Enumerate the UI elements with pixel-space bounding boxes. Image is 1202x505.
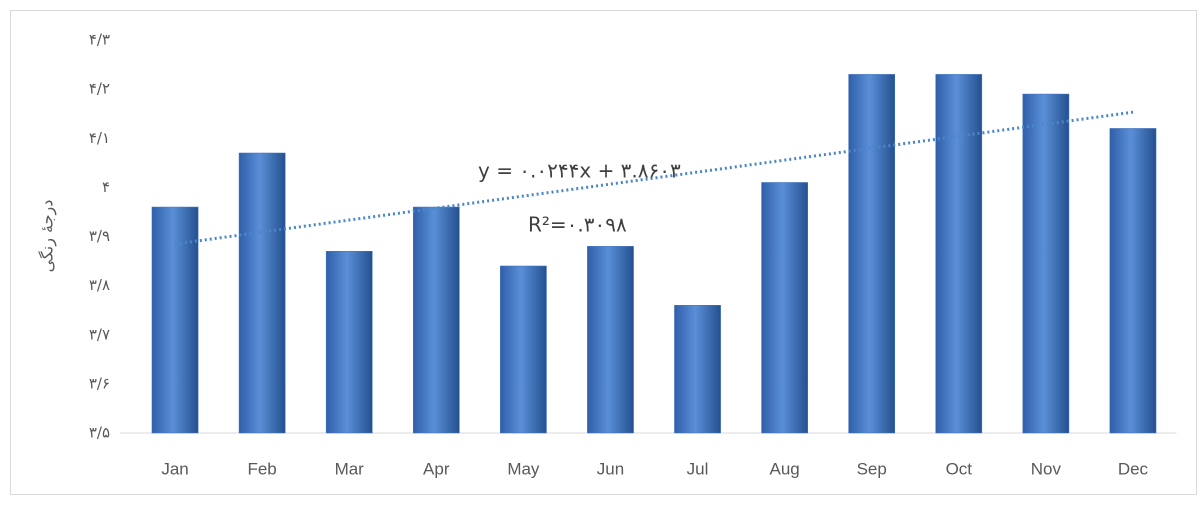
bar (151, 206, 199, 434)
bar (238, 152, 286, 434)
y-tick-label: ۳/۶ (89, 374, 110, 392)
y-tick-label: ۳/۸ (89, 276, 110, 294)
x-tick-label: Nov (1031, 459, 1062, 478)
y-tick-label: ۴/۱ (89, 129, 110, 147)
x-tick-label: Jun (597, 459, 624, 478)
y-tick-label: ۳/۷ (89, 325, 110, 343)
y-tick-label: ۴/۲ (89, 80, 110, 98)
x-tick-label: Apr (423, 459, 450, 478)
x-tick-label: Aug (770, 459, 800, 478)
bar (325, 250, 373, 434)
x-tick-label: Sep (857, 459, 887, 478)
bar (848, 74, 896, 434)
x-tick-label: Oct (946, 459, 973, 478)
trendline-equation: y = ۰.۰۲۴۴x + ۳.۸۶۰۳ (478, 159, 681, 183)
x-tick-label: May (507, 459, 540, 478)
y-tick-label: ۳/۹ (89, 227, 110, 245)
x-tick-label: Feb (247, 459, 276, 478)
bar (674, 305, 721, 434)
x-tick-label: Jul (687, 459, 709, 478)
bar (1022, 93, 1070, 434)
bar (587, 246, 634, 434)
chart-border (10, 10, 1197, 495)
bar (412, 206, 460, 434)
bar (935, 74, 983, 434)
y-tick-label: ۴ (102, 178, 110, 196)
x-tick-label: Dec (1118, 459, 1149, 478)
y-tick-label: ۴/۳ (89, 31, 110, 49)
trendline-r-squared: R²=۰.۳۰۹۸ (528, 213, 627, 237)
trendline (174, 110, 1134, 246)
bar (761, 182, 808, 434)
y-tick-label: ۳/۵ (89, 424, 110, 442)
bar (500, 265, 547, 434)
bar (1109, 128, 1157, 434)
x-tick-label: Jan (161, 459, 188, 478)
y-axis-label: درجهٔ رنگی (38, 200, 58, 273)
x-tick-label: Mar (335, 459, 365, 478)
